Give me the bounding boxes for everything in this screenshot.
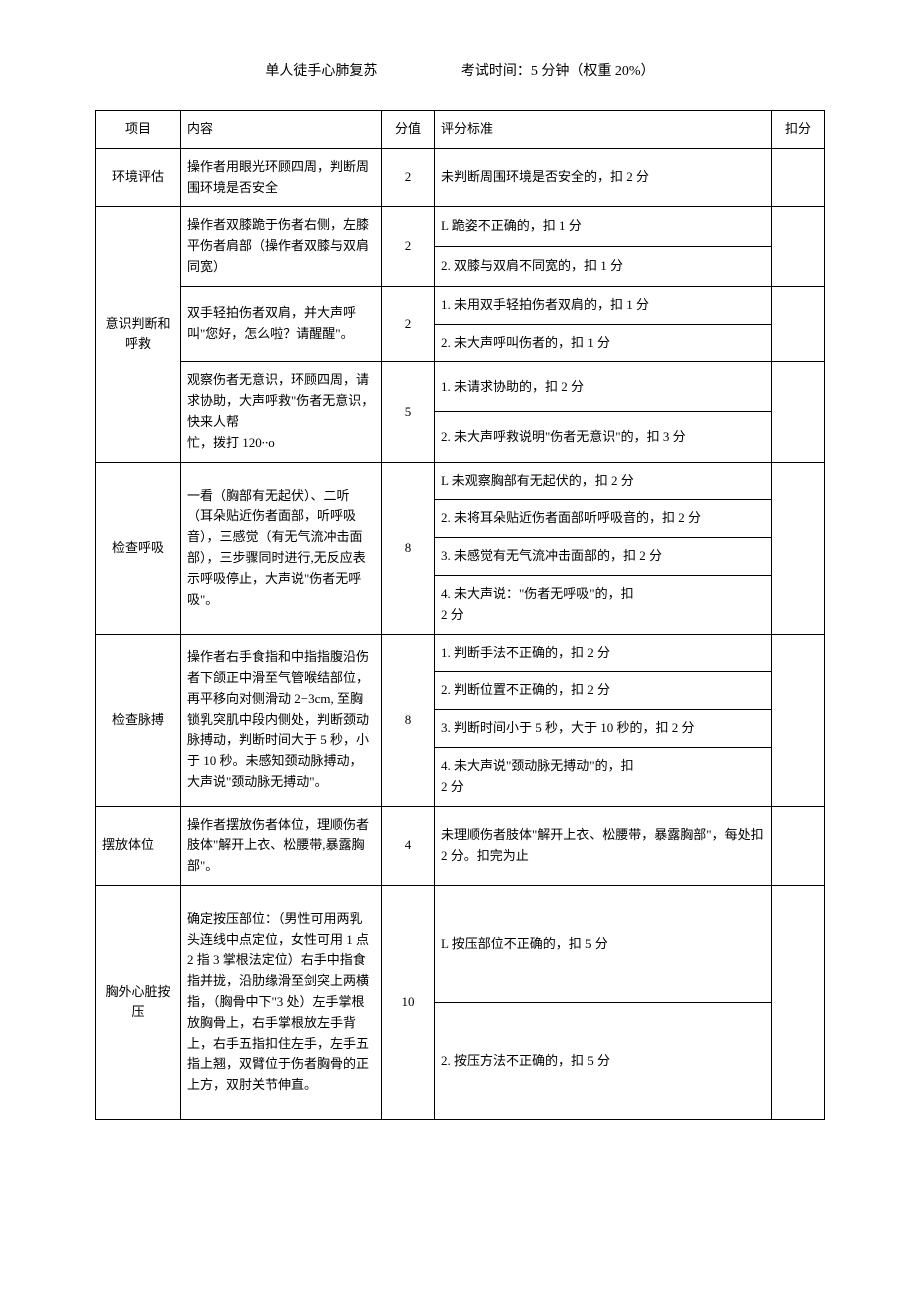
cell-criteria: 2. 判断位置不正确的，扣 2 分	[435, 672, 772, 710]
cell-criteria: L 跪姿不正确的，扣 1 分	[435, 207, 772, 247]
cell-criteria: 2. 双膝与双肩不同宽的，扣 1 分	[435, 247, 772, 287]
table-row: 意识判断和呼救 操作者双膝跪于伤者右侧，左膝平伤者肩部（操作者双膝与双肩同宽） …	[96, 207, 825, 247]
cell-criteria: 2. 未将耳朵贴近伤者面部听呼吸音的，扣 2 分	[435, 500, 772, 538]
table-header-row: 项目 内容 分值 评分标准 扣分	[96, 111, 825, 149]
cell-content: 操作者双膝跪于伤者右侧，左膝平伤者肩部（操作者双膝与双肩同宽）	[181, 207, 382, 286]
page-header: 单人徒手心肺复苏 考试时间：5 分钟（权重 20%）	[95, 60, 825, 80]
cell-criteria: 2. 未大声呼叫伤者的，扣 1 分	[435, 324, 772, 362]
cell-score: 5	[382, 362, 435, 462]
cell-criteria: 1. 未请求协助的，扣 2 分	[435, 362, 772, 412]
cell-content: 操作者用眼光环顾四周，判断周围环境是否安全	[181, 148, 382, 207]
cell-criteria: 3. 判断时间小于 5 秒，大于 10 秒的，扣 2 分	[435, 710, 772, 748]
cell-deduct	[772, 362, 825, 462]
cell-criteria: L 未观察胸部有无起伏的，扣 2 分	[435, 462, 772, 500]
cell-score: 10	[382, 885, 435, 1119]
col-header-criteria: 评分标准	[435, 111, 772, 149]
col-header-item: 项目	[96, 111, 181, 149]
cell-content: 操作者摆放伤者体位，理顺伤者肢体"解开上衣、松腰带,暴露胸部"。	[181, 806, 382, 885]
table-row: 环境评估 操作者用眼光环顾四周，判断周围环境是否安全 2 未判断周围环境是否安全…	[96, 148, 825, 207]
cell-item: 胸外心脏按压	[96, 885, 181, 1119]
table-row: 检查呼吸 一看（胸部有无起伏）、二听（耳朵贴近伤者面部，听呼吸音），三感觉（有无…	[96, 462, 825, 500]
table-row: 胸外心脏按压 确定按压部位：（男性可用两乳头连线中点定位，女性可用 1 点 2 …	[96, 885, 825, 1002]
exam-info: 考试时间：5 分钟（权重 20%）	[461, 64, 655, 79]
cell-score: 8	[382, 634, 435, 806]
col-header-deduct: 扣分	[772, 111, 825, 149]
cell-deduct	[772, 634, 825, 806]
table-row: 观察伤者无意识，环顾四周，请求协助，大声呼救"伤者无意识，快来人帮 忙，拨打 1…	[96, 362, 825, 412]
cell-content: 双手轻拍伤者双肩，并大声呼叫"您好，怎么啦？请醒醒"。	[181, 286, 382, 362]
cell-score: 2	[382, 286, 435, 362]
cell-criteria: 1. 判断手法不正确的，扣 2 分	[435, 634, 772, 672]
cell-content: 操作者右手食指和中指指腹沿伤者下颌正中滑至气管喉结部位，再平移向对侧滑动 2−3…	[181, 634, 382, 806]
table-row: 摆放体位 操作者摆放伤者体位，理顺伤者肢体"解开上衣、松腰带,暴露胸部"。 4 …	[96, 806, 825, 885]
cell-deduct	[772, 207, 825, 286]
cell-item: 摆放体位	[96, 806, 181, 885]
cell-criteria: 1. 未用双手轻拍伤者双肩的，扣 1 分	[435, 286, 772, 324]
cell-criteria: 4. 未大声说"颈动脉无搏动"的，扣 2 分	[435, 747, 772, 806]
cell-score: 2	[382, 207, 435, 286]
cell-deduct	[772, 806, 825, 885]
cell-criteria: 未理顺伤者肢体"解开上衣、松腰带，暴露胸部"，每处扣 2 分。扣完为止	[435, 806, 772, 885]
cell-deduct	[772, 462, 825, 634]
cell-deduct	[772, 148, 825, 207]
table-row: 双手轻拍伤者双肩，并大声呼叫"您好，怎么啦？请醒醒"。 2 1. 未用双手轻拍伤…	[96, 286, 825, 324]
cell-criteria: L 按压部位不正确的，扣 5 分	[435, 885, 772, 1002]
cell-criteria: 3. 未感觉有无气流冲击面部的，扣 2 分	[435, 538, 772, 576]
col-header-score: 分值	[382, 111, 435, 149]
cell-score: 2	[382, 148, 435, 207]
cell-criteria: 4. 未大声说："伤者无呼吸"的，扣 2 分	[435, 575, 772, 634]
doc-title: 单人徒手心肺复苏	[265, 64, 377, 79]
cell-criteria: 2. 未大声呼救说明"伤者无意识"的，扣 3 分	[435, 412, 772, 462]
cell-deduct	[772, 885, 825, 1119]
cell-score: 4	[382, 806, 435, 885]
cell-item: 检查呼吸	[96, 462, 181, 634]
table-row: 检查脉搏 操作者右手食指和中指指腹沿伤者下颌正中滑至气管喉结部位，再平移向对侧滑…	[96, 634, 825, 672]
cell-content: 确定按压部位：（男性可用两乳头连线中点定位，女性可用 1 点 2 指 3 掌根法…	[181, 885, 382, 1119]
cell-item: 意识判断和呼救	[96, 207, 181, 462]
cell-content: 一看（胸部有无起伏）、二听（耳朵贴近伤者面部，听呼吸音），三感觉（有无气流冲击面…	[181, 462, 382, 634]
cell-criteria: 未判断周围环境是否安全的，扣 2 分	[435, 148, 772, 207]
cell-criteria: 2. 按压方法不正确的，扣 5 分	[435, 1002, 772, 1119]
scoring-table: 项目 内容 分值 评分标准 扣分 环境评估 操作者用眼光环顾四周，判断周围环境是…	[95, 110, 825, 1120]
cell-score: 8	[382, 462, 435, 634]
cell-item: 环境评估	[96, 148, 181, 207]
col-header-content: 内容	[181, 111, 382, 149]
cell-content: 观察伤者无意识，环顾四周，请求协助，大声呼救"伤者无意识，快来人帮 忙，拨打 1…	[181, 362, 382, 462]
cell-deduct	[772, 286, 825, 362]
cell-item: 检查脉搏	[96, 634, 181, 806]
